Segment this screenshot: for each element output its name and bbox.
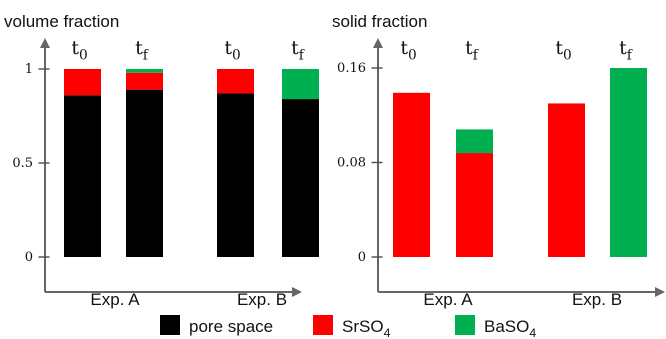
bar-baso4 (456, 129, 493, 154)
bar-time-label-subscript: 0 (563, 48, 572, 64)
bar-time-label-subscript: 0 (408, 48, 417, 64)
legend-label-base: SrSO (342, 317, 384, 336)
bar-pore-space (282, 99, 319, 257)
bar-baso4 (126, 69, 163, 73)
bar-time-label: tf (619, 37, 633, 64)
bar-srso4 (548, 103, 585, 257)
bar-time-label-base: t (555, 37, 563, 59)
bar-time-label-subscript: 0 (232, 48, 241, 64)
bar-time-label: t0 (224, 37, 240, 64)
chart-title: volume fraction (4, 12, 119, 31)
bar-pore-space (126, 89, 163, 258)
legend-swatch (313, 315, 333, 335)
x-axis-arrow (655, 287, 665, 297)
group-label: Exp. B (237, 290, 287, 309)
legend-label-subscript: 4 (529, 326, 536, 339)
legend-swatch (455, 315, 475, 335)
bar-time-label-base: t (400, 37, 408, 59)
legend-label: SrSO4 (342, 317, 391, 339)
y-tick-label: 0.5 (12, 156, 33, 171)
bar-time-label: tf (135, 37, 149, 64)
y-axis-arrow (40, 38, 50, 48)
y-tick-label: 0 (25, 250, 33, 265)
y-axis-arrow (373, 38, 383, 48)
y-tick-label: 0 (358, 250, 366, 265)
bar-srso4 (393, 92, 430, 258)
chart-title: solid fraction (332, 12, 427, 31)
y-tick-label: 0.16 (337, 61, 366, 76)
bar-time-label-subscript: f (473, 48, 479, 64)
bar-time-label: t0 (400, 37, 416, 64)
bar-time-label: tf (465, 37, 479, 64)
bar-time-label-base: t (465, 37, 473, 59)
bar-srso4 (217, 69, 254, 94)
bar-baso4 (610, 68, 647, 257)
legend-label: BaSO4 (484, 317, 536, 339)
y-tick-label: 1 (25, 62, 33, 77)
group-label: Exp. A (90, 290, 140, 309)
bar-time-label: t0 (71, 37, 87, 64)
bar-srso4 (456, 153, 493, 257)
legend-label-subscript: 4 (384, 326, 391, 339)
legend-label: pore space (189, 317, 273, 336)
bar-time-label-subscript: f (143, 48, 149, 64)
bar-time-label-subscript: f (299, 48, 305, 64)
bar-time-label-base: t (71, 37, 79, 59)
group-label: Exp. B (572, 290, 622, 309)
bar-srso4 (64, 69, 101, 96)
bar-time-label: tf (291, 37, 305, 64)
y-tick-label: 0.08 (337, 156, 366, 171)
x-axis-arrow (292, 287, 302, 297)
group-label: Exp. A (423, 290, 473, 309)
bar-pore-space (217, 93, 254, 257)
legend: pore space SrSO4 BaSO4 (160, 315, 536, 339)
legend-label-base: BaSO (484, 317, 529, 336)
bar-srso4 (126, 72, 163, 90)
bar-time-label-base: t (291, 37, 299, 59)
bar-baso4 (282, 69, 319, 100)
bar-time-label-base: t (619, 37, 627, 59)
bar-time-label-base: t (224, 37, 232, 59)
legend-swatch (160, 315, 180, 335)
bar-time-label: t0 (555, 37, 571, 64)
bar-time-label-subscript: f (627, 48, 633, 64)
bar-pore-space (64, 95, 101, 257)
bar-time-label-base: t (135, 37, 143, 59)
bar-time-label-subscript: 0 (79, 48, 88, 64)
